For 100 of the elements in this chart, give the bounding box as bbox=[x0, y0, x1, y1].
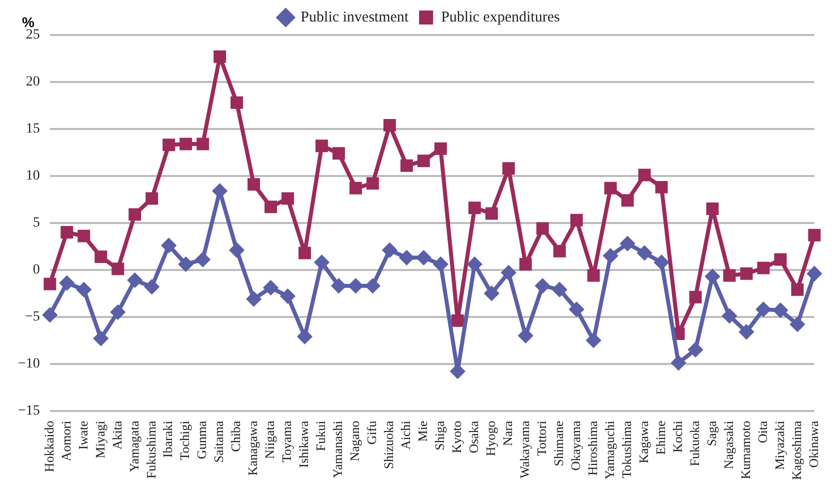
point bbox=[790, 317, 804, 332]
point bbox=[705, 269, 720, 284]
point bbox=[400, 159, 413, 172]
point bbox=[298, 330, 312, 344]
x-tick-label: Saitama bbox=[211, 420, 226, 463]
y-tick-label: −15 bbox=[18, 403, 40, 418]
point bbox=[773, 303, 788, 318]
x-tick-label: Shimane bbox=[550, 420, 566, 466]
point bbox=[484, 286, 499, 300]
point bbox=[502, 162, 515, 175]
point bbox=[604, 182, 617, 194]
point bbox=[468, 202, 481, 214]
point bbox=[214, 50, 226, 63]
point bbox=[586, 333, 601, 348]
x-tick-label: Shiga bbox=[432, 420, 448, 450]
point bbox=[196, 138, 210, 150]
x-tick-label: Miyagi bbox=[92, 420, 108, 458]
point bbox=[44, 278, 56, 290]
point bbox=[332, 278, 346, 293]
point bbox=[144, 280, 159, 294]
y-tick-label: −5 bbox=[24, 310, 40, 325]
point bbox=[570, 302, 584, 316]
point bbox=[128, 273, 142, 288]
x-tick-label: Osaka bbox=[466, 420, 482, 454]
point bbox=[807, 266, 822, 281]
point bbox=[722, 308, 736, 323]
point bbox=[332, 147, 345, 160]
point bbox=[94, 250, 108, 263]
x-tick-label: Yamanashi bbox=[330, 420, 346, 478]
x-tick-label: Saga bbox=[704, 420, 719, 446]
point bbox=[621, 194, 634, 207]
point bbox=[383, 118, 396, 132]
x-tick-label: Toyama bbox=[279, 420, 294, 462]
point bbox=[570, 214, 583, 226]
point bbox=[230, 243, 244, 258]
x-tick-label: Kagoshima bbox=[788, 420, 804, 480]
x-tick-label: Akita bbox=[109, 420, 124, 450]
x-tick-label: Kumamoto bbox=[738, 420, 753, 480]
point bbox=[264, 280, 278, 295]
x-tick-label: Gunma bbox=[194, 420, 210, 460]
point bbox=[280, 289, 295, 304]
point bbox=[671, 356, 686, 370]
point bbox=[638, 246, 652, 260]
point bbox=[42, 308, 57, 322]
point bbox=[723, 269, 736, 282]
x-tick-label: Fukushima bbox=[143, 420, 158, 479]
x-tick-label: Shizuoka bbox=[381, 420, 396, 470]
point bbox=[349, 182, 362, 194]
point bbox=[282, 192, 294, 205]
point bbox=[485, 207, 498, 220]
point bbox=[162, 138, 176, 152]
point bbox=[791, 283, 804, 296]
point bbox=[400, 250, 414, 265]
y-axis-title: % bbox=[22, 14, 34, 30]
x-tick-label: Iwate bbox=[75, 420, 90, 450]
point bbox=[774, 253, 787, 266]
x-tick-label: Tochigi bbox=[177, 420, 192, 460]
y-tick-label: 15 bbox=[26, 122, 40, 137]
point bbox=[110, 305, 125, 320]
y-tick-label: 10 bbox=[26, 168, 40, 184]
x-tick-label: Niigata bbox=[262, 420, 278, 460]
point bbox=[502, 266, 516, 280]
y-tick-label: 20 bbox=[26, 74, 40, 90]
x-tick-label: Kyoto bbox=[449, 420, 464, 454]
point bbox=[536, 222, 549, 235]
point bbox=[468, 257, 482, 272]
point bbox=[382, 243, 397, 258]
point bbox=[230, 96, 244, 109]
x-tick-label: Fukui bbox=[313, 420, 328, 452]
x-tick-label: Ehime bbox=[652, 420, 668, 455]
x-tick-label: Nagano bbox=[347, 420, 362, 462]
x-tick-label: Mie bbox=[415, 420, 430, 442]
x-tick-label: Nagasaki bbox=[720, 420, 736, 470]
point bbox=[314, 255, 329, 270]
x-tick-label: Yamagata bbox=[126, 420, 142, 472]
point bbox=[180, 138, 192, 150]
point bbox=[366, 278, 380, 293]
x-tick-label: Tokushima bbox=[618, 420, 634, 478]
point bbox=[178, 257, 193, 272]
x-tick-label: Gifu bbox=[364, 420, 380, 445]
y-tick-label: 0 bbox=[32, 262, 40, 278]
point bbox=[162, 238, 176, 252]
point bbox=[757, 262, 770, 274]
point bbox=[298, 246, 311, 260]
point bbox=[128, 208, 142, 221]
y-tick-label: 25 bbox=[26, 28, 40, 43]
point bbox=[112, 262, 124, 276]
x-tick-label: Aomori bbox=[58, 420, 74, 462]
point bbox=[264, 200, 277, 214]
legend-label: Public expenditures bbox=[441, 9, 560, 26]
y-tick-label: −10 bbox=[18, 356, 40, 372]
x-tick-label: Nara bbox=[500, 420, 516, 446]
x-tick-label: Okayama bbox=[568, 420, 583, 471]
point bbox=[620, 236, 635, 251]
x-tick-label: Chiba bbox=[228, 420, 244, 452]
point bbox=[248, 178, 260, 191]
point bbox=[638, 168, 651, 182]
point bbox=[348, 278, 363, 293]
point bbox=[689, 290, 702, 304]
point bbox=[78, 230, 90, 242]
